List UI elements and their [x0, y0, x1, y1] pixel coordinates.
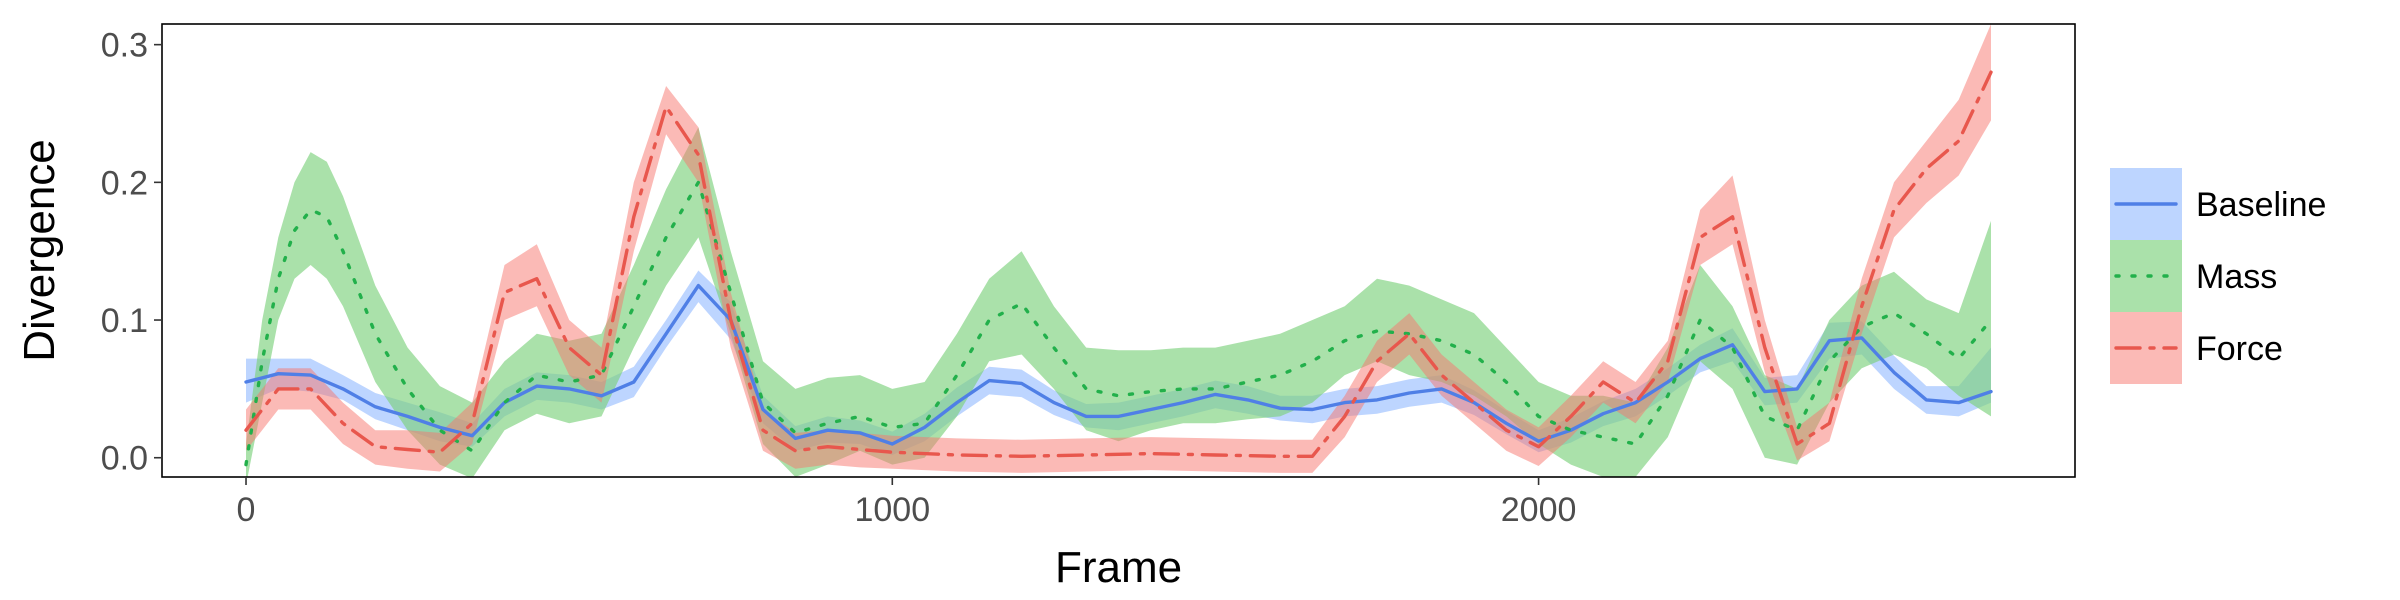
y-tick-label: 0.0	[101, 440, 148, 478]
legend-label-force: Force	[2196, 330, 2283, 368]
baseline-confidence-band	[246, 270, 1991, 455]
y-tick-label: 0.3	[101, 27, 148, 65]
x-tick-label: 1000	[854, 491, 930, 529]
series-lines	[244, 70, 1993, 467]
legend-key-mass	[2110, 240, 2182, 312]
x-axis-title: Frame	[1055, 543, 1182, 592]
x-axis: 0 1000 2000	[237, 477, 1577, 529]
y-axis: 0.0 0.1 0.2 0.3	[101, 27, 162, 478]
baseline-line	[244, 283, 1993, 446]
confidence-bands	[246, 24, 1991, 477]
y-tick-label: 0.1	[101, 302, 148, 340]
y-tick-label: 0.2	[101, 164, 148, 202]
mass-confidence-band	[246, 127, 1991, 477]
y-axis-title: Divergence	[15, 139, 64, 362]
x-tick-label: 2000	[1501, 491, 1577, 529]
plot-panel-border	[161, 23, 2076, 478]
legend-swatch-mass	[2110, 240, 2182, 312]
legend-label-baseline: Baseline	[2196, 186, 2326, 224]
legend-key-force	[2110, 312, 2182, 384]
mass-line	[244, 180, 1993, 467]
force-line	[244, 70, 1993, 458]
x-tick-label: 0	[237, 491, 256, 529]
legend-key-baseline	[2110, 168, 2182, 240]
legend-label-mass: Mass	[2196, 258, 2277, 296]
legend: Baseline Mass Force	[2110, 168, 2326, 384]
force-confidence-band	[246, 24, 1991, 473]
